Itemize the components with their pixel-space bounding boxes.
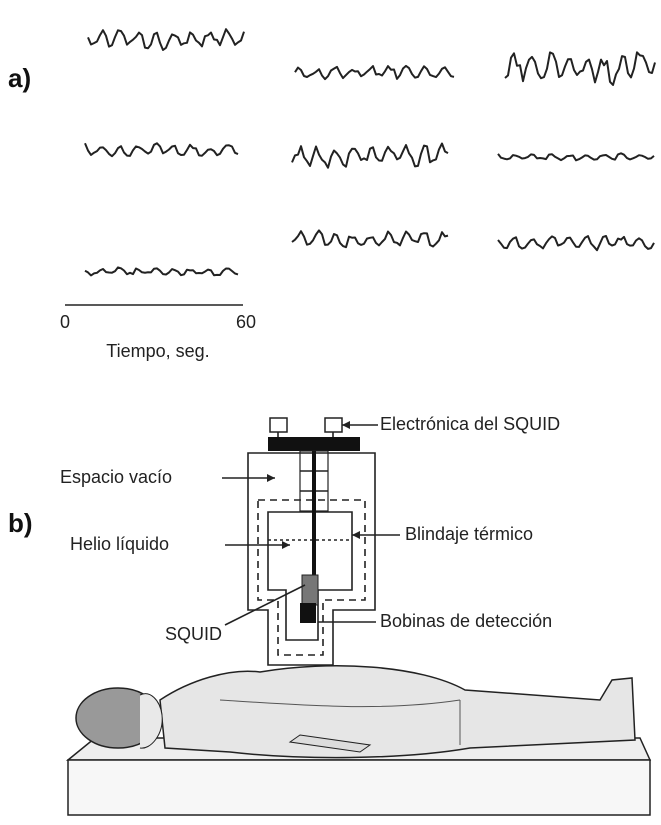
eeg-trace (85, 267, 238, 275)
eeg-trace (292, 144, 448, 168)
eeg-trace (88, 29, 244, 50)
eeg-trace (498, 236, 654, 250)
axis-label: Tiempo, seg. (106, 341, 209, 361)
label-squid: SQUID (165, 624, 222, 644)
eeg-trace (292, 230, 448, 247)
panel-label: b) (8, 508, 33, 538)
label-electronics: Electrónica del SQUID (380, 414, 560, 434)
eeg-trace (295, 66, 454, 79)
axis-end: 60 (236, 312, 256, 332)
eeg-trace (85, 143, 238, 156)
axis-start: 0 (60, 312, 70, 332)
label-vacuum: Espacio vacío (60, 467, 172, 487)
label-coils: Bobinas de detección (380, 611, 552, 631)
label-helium: Helio líquido (70, 534, 169, 554)
dewar (222, 418, 400, 665)
label-shield: Blindaje térmico (405, 524, 533, 544)
panel-label: a) (8, 63, 31, 93)
page: {"panel_a": {"label": "a)", "time_axis":… (0, 0, 661, 825)
eeg-traces (85, 29, 655, 275)
eeg-trace (498, 153, 654, 160)
figure: a) 0 60 Tiempo, seg. b) Electrónica del … (0, 0, 661, 825)
patient-bed (68, 666, 650, 815)
eeg-trace (505, 52, 655, 85)
